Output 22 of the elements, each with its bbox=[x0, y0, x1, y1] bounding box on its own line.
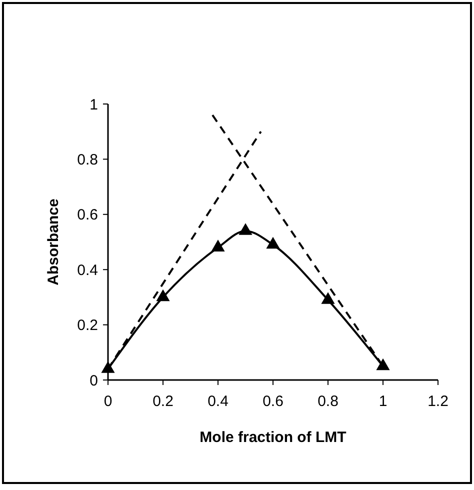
x-tick-label: 0 bbox=[104, 393, 112, 410]
y-tick-label: 1 bbox=[90, 96, 98, 114]
y-tick-label: 0.2 bbox=[77, 317, 98, 334]
x-tick-label: 1 bbox=[378, 393, 388, 410]
x-tick-label: 0.2 bbox=[152, 393, 174, 410]
x-tick-label: 0.6 bbox=[262, 393, 284, 410]
y-axis-title: Absorbance bbox=[45, 198, 62, 286]
point bbox=[376, 358, 390, 370]
y-tick-label: 0.8 bbox=[77, 151, 98, 168]
x-tick-label: 0.8 bbox=[318, 393, 338, 410]
x-tick-label: 0.4 bbox=[208, 393, 228, 410]
point bbox=[266, 236, 280, 249]
point bbox=[101, 361, 115, 373]
x-tick-label: 1.2 bbox=[428, 393, 448, 410]
y-tick-label: 0.4 bbox=[77, 262, 98, 279]
y-tick-label: 0 bbox=[90, 372, 98, 390]
point bbox=[321, 292, 335, 304]
x-axis-title: Mole fraction of LMT bbox=[200, 429, 346, 446]
point bbox=[238, 223, 252, 235]
y-tick-label: 0.6 bbox=[77, 206, 98, 224]
point bbox=[211, 240, 225, 252]
point bbox=[156, 289, 170, 302]
